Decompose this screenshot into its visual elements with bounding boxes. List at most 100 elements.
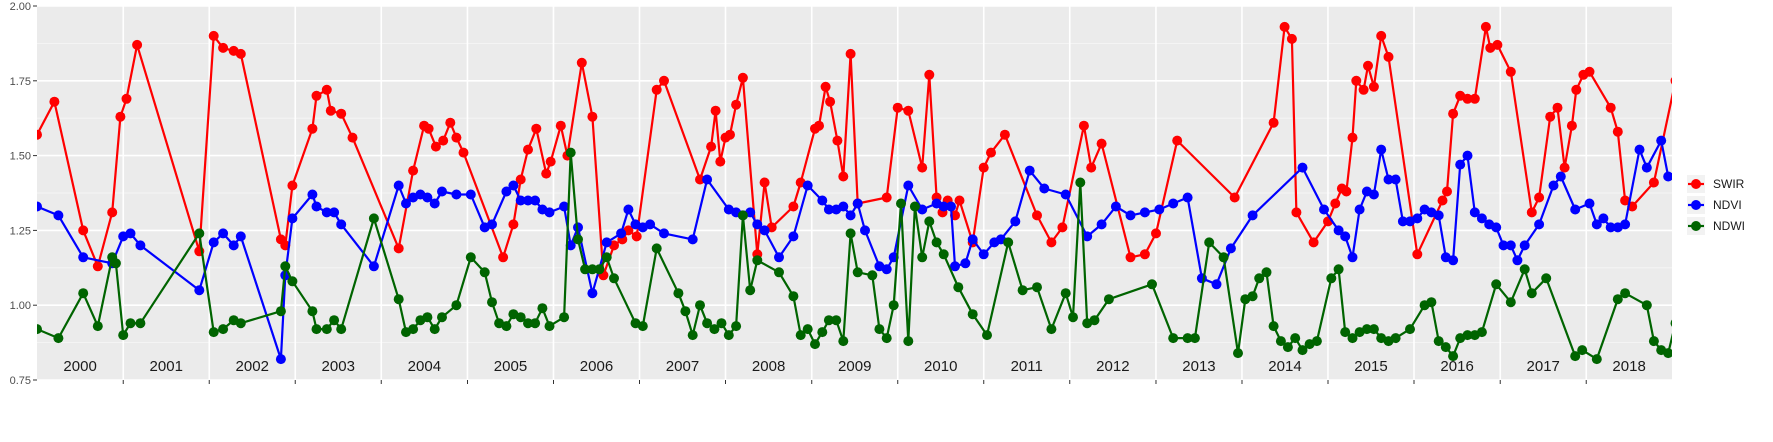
data-point-ndwi (1032, 282, 1042, 293)
data-point-swir (307, 123, 318, 134)
year-label-2005: 2005 (494, 358, 527, 375)
data-point-swir (445, 117, 456, 128)
data-point-ndvi (950, 261, 960, 272)
data-point-ndwi (1347, 333, 1358, 344)
data-point-swir (1032, 210, 1042, 221)
legend-key-point (1691, 221, 1701, 231)
data-point-ndvi (752, 219, 763, 230)
data-point-ndvi (1340, 231, 1351, 242)
data-point-ndvi (759, 225, 770, 236)
data-point-swir (208, 30, 219, 41)
data-point-ndwi (924, 216, 935, 227)
data-point-ndwi (218, 324, 229, 335)
data-point-swir (1291, 207, 1302, 218)
data-point-swir (1757, 160, 1767, 170)
data-point-ndvi (1039, 183, 1050, 194)
data-point-swir (523, 144, 533, 155)
data-point-swir (845, 48, 856, 59)
data-point-swir (1279, 21, 1290, 32)
data-point-swir (423, 123, 434, 134)
data-point-ndwi (1684, 255, 1694, 265)
data-point-swir (1480, 21, 1491, 32)
y-tick-label: 0.75 (10, 375, 31, 387)
data-point-ndvi (1570, 204, 1581, 215)
data-point-ndvi (881, 264, 892, 275)
data-point-ndwi (37, 324, 42, 335)
data-point-swir (1330, 198, 1341, 209)
data-point-ndwi (953, 282, 964, 293)
data-point-ndwi (817, 327, 828, 338)
data-point-ndwi (1390, 333, 1401, 344)
data-point-ndwi (1491, 279, 1502, 290)
year-labels: 2000 2001 2002 2003 2004 2005 2006 2007 2008 2009… (63, 358, 1645, 375)
data-point-ndvi (623, 204, 634, 215)
data-point-ndvi (1319, 204, 1329, 215)
data-point-ndvi (845, 210, 856, 221)
data-point-ndvi (1555, 171, 1566, 182)
data-point-ndwi (888, 300, 899, 311)
data-point-ndwi (1189, 333, 1200, 344)
data-point-swir (1268, 117, 1279, 128)
data-point-ndwi (501, 321, 512, 332)
data-point-swir (1308, 237, 1319, 248)
data-point-ndwi (1612, 294, 1623, 305)
data-point-ndvi (125, 228, 136, 239)
data-point-ndvi (967, 234, 978, 245)
data-point-ndwi (1282, 342, 1293, 353)
data-point-swir (1139, 249, 1150, 260)
data-point-ndvi (1225, 243, 1236, 254)
data-point-ndwi (311, 324, 322, 335)
legend-label: NDWI (1713, 219, 1745, 233)
data-point-swir (1125, 252, 1136, 263)
data-point-ndwi (321, 324, 332, 335)
data-point-swir (1534, 192, 1545, 203)
data-point-ndwi (601, 252, 612, 263)
data-point-ndvi (1476, 213, 1487, 224)
data-point-ndvi (1663, 171, 1672, 182)
data-point-swir (515, 174, 526, 185)
data-point-swir (999, 129, 1010, 140)
series-layer (37, 21, 1767, 365)
data-point-swir (737, 72, 748, 83)
data-point-ndwi (1641, 300, 1652, 311)
data-point-ndvi (1498, 240, 1509, 251)
data-point-ndvi (687, 234, 698, 245)
data-point-ndwi (580, 264, 591, 275)
data-point-ndwi (429, 324, 440, 335)
data-point-ndvi (1534, 219, 1545, 230)
data-point-swir (1545, 111, 1556, 122)
data-point-ndwi (1368, 324, 1379, 335)
data-point-ndwi (125, 318, 136, 329)
data-point-swir (1363, 60, 1373, 71)
data-point-ndwi (1340, 327, 1351, 338)
data-point-ndwi (515, 312, 526, 323)
year-label-2016: 2016 (1440, 358, 1473, 375)
data-point-swir (1229, 192, 1240, 203)
data-point-ndwi (1168, 333, 1179, 344)
data-point-swir (393, 243, 404, 254)
data-point-ndwi (235, 318, 246, 329)
data-point-ndvi (135, 240, 146, 251)
data-point-ndvi (1354, 204, 1365, 215)
data-point-swir (631, 231, 642, 242)
data-point-ndvi (1010, 216, 1021, 227)
data-point-swir (1347, 132, 1358, 143)
data-point-ndvi (1096, 219, 1107, 230)
year-label-2007: 2007 (666, 358, 699, 375)
data-point-ndvi (774, 252, 784, 263)
legend-item-ndwi: NDWI (1687, 217, 1745, 235)
data-point-swir (408, 165, 419, 176)
data-point-ndvi (788, 231, 799, 242)
year-label-2010: 2010 (924, 358, 957, 375)
data-point-ndvi (336, 219, 347, 230)
year-label-2006: 2006 (580, 358, 613, 375)
data-point-ndwi (587, 264, 598, 275)
data-point-swir (321, 84, 332, 95)
data-point-ndwi (1670, 319, 1672, 327)
data-point-swir (1376, 30, 1387, 41)
data-point-ndwi (1297, 345, 1308, 356)
data-point-ndwi (845, 228, 856, 239)
data-point-swir (1383, 51, 1394, 62)
data-point-ndvi (616, 228, 627, 239)
data-point-ndvi (393, 180, 404, 191)
